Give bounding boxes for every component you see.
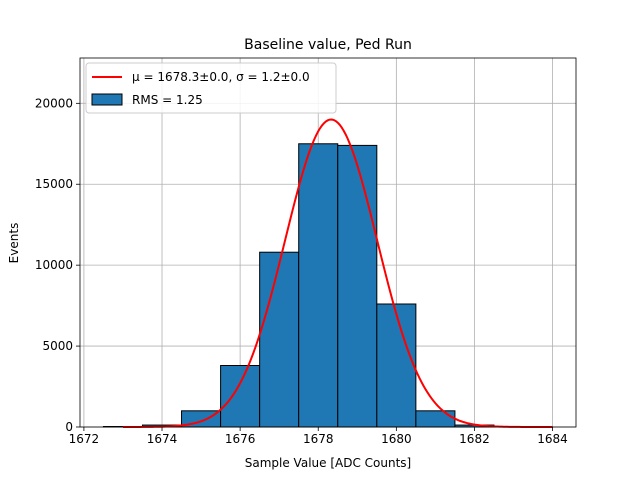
legend-fit-label: μ = 1678.3±0.0, σ = 1.2±0.0 [132,70,310,84]
y-tick-label: 20000 [35,96,73,110]
chart-title: Baseline value, Ped Run [244,37,412,53]
histogram-bars [102,143,495,428]
legend-hist-swatch [91,93,123,106]
legend-hist-label: RMS = 1.25 [132,93,203,107]
legend-box [85,62,337,114]
x-tick-label: 1674 [147,432,178,446]
x-tick-label: 1680 [381,432,412,446]
histogram-bar [298,143,339,428]
plot-frame [79,57,577,428]
y-tick-label: 0 [65,420,73,434]
y-tick-label: 5000 [42,339,73,353]
y-tick-label: 15000 [35,177,73,191]
y-axis-ticks: 0 5000 10000 15000 20000 [35,96,80,434]
legend: μ = 1678.3±0.0, σ = 1.2±0.0 RMS = 1.25 [85,62,337,114]
histogram-bar [259,251,300,428]
x-tick-label: 1682 [459,432,490,446]
x-tick-label: 1678 [303,432,334,446]
x-tick-label: 1676 [225,432,256,446]
x-tick-label: 1672 [69,432,100,446]
gaussian-fit-curve [122,118,553,428]
x-tick-label: 1684 [537,432,568,446]
histogram-bar [337,144,378,428]
histogram-bar [220,365,261,428]
x-axis-ticks: 1672 1674 1676 1678 1680 1682 1684 [69,427,568,446]
y-axis-label: Events [7,223,21,264]
x-axis-label: Sample Value [ADC Counts] [245,456,411,470]
histogram-bar [376,303,417,428]
y-tick-label: 10000 [35,258,73,272]
histogram-bar [415,410,456,428]
